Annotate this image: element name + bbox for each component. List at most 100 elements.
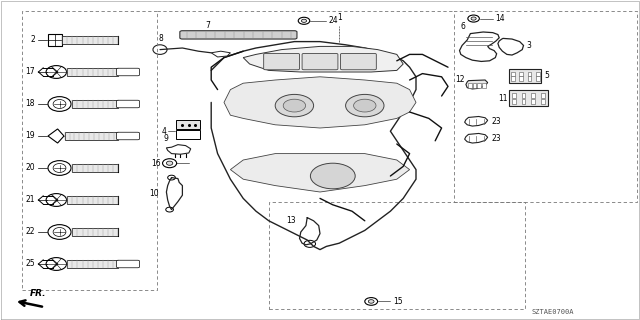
Text: 15: 15 xyxy=(394,297,403,306)
Ellipse shape xyxy=(166,161,173,165)
Ellipse shape xyxy=(46,258,67,270)
Polygon shape xyxy=(243,46,403,72)
Polygon shape xyxy=(465,133,488,143)
Ellipse shape xyxy=(298,17,310,24)
FancyBboxPatch shape xyxy=(468,83,472,88)
Ellipse shape xyxy=(48,97,71,111)
FancyBboxPatch shape xyxy=(72,100,118,108)
Ellipse shape xyxy=(471,17,476,20)
Text: FR.: FR. xyxy=(30,289,47,298)
Polygon shape xyxy=(465,116,488,126)
Text: 8: 8 xyxy=(159,34,164,43)
Polygon shape xyxy=(211,51,230,57)
FancyBboxPatch shape xyxy=(65,132,118,140)
Ellipse shape xyxy=(468,15,479,22)
Text: 18: 18 xyxy=(26,100,35,108)
FancyBboxPatch shape xyxy=(541,99,545,104)
FancyBboxPatch shape xyxy=(536,72,540,76)
Ellipse shape xyxy=(53,228,66,236)
FancyBboxPatch shape xyxy=(511,76,515,81)
FancyBboxPatch shape xyxy=(116,260,140,268)
Ellipse shape xyxy=(310,163,355,189)
FancyBboxPatch shape xyxy=(509,90,548,106)
Text: 7: 7 xyxy=(205,21,211,30)
FancyBboxPatch shape xyxy=(520,72,524,76)
Text: 23: 23 xyxy=(492,117,501,126)
Ellipse shape xyxy=(53,100,66,108)
Ellipse shape xyxy=(284,99,306,112)
Polygon shape xyxy=(230,154,410,192)
Ellipse shape xyxy=(304,240,316,247)
Text: 3: 3 xyxy=(526,41,531,50)
FancyBboxPatch shape xyxy=(176,120,200,129)
Text: 17: 17 xyxy=(26,68,35,76)
Text: 19: 19 xyxy=(26,132,35,140)
FancyBboxPatch shape xyxy=(522,93,525,98)
FancyBboxPatch shape xyxy=(72,164,118,172)
Polygon shape xyxy=(466,80,488,89)
Text: 25: 25 xyxy=(26,260,35,268)
Text: 13: 13 xyxy=(286,216,296,225)
FancyBboxPatch shape xyxy=(511,72,515,76)
Text: 12: 12 xyxy=(455,75,465,84)
Ellipse shape xyxy=(48,161,71,175)
FancyBboxPatch shape xyxy=(477,83,481,88)
Text: SZTAE0700A: SZTAE0700A xyxy=(531,309,573,315)
FancyBboxPatch shape xyxy=(72,228,118,236)
Polygon shape xyxy=(498,38,524,55)
FancyBboxPatch shape xyxy=(67,196,118,204)
FancyBboxPatch shape xyxy=(482,83,486,88)
Ellipse shape xyxy=(346,94,384,117)
Ellipse shape xyxy=(166,207,173,212)
FancyBboxPatch shape xyxy=(116,132,140,140)
Text: 10: 10 xyxy=(149,189,159,198)
FancyBboxPatch shape xyxy=(302,53,338,70)
Text: 1: 1 xyxy=(337,13,342,22)
Polygon shape xyxy=(48,129,64,143)
FancyBboxPatch shape xyxy=(116,68,140,76)
Ellipse shape xyxy=(46,194,67,206)
FancyBboxPatch shape xyxy=(520,76,524,81)
FancyBboxPatch shape xyxy=(67,68,118,76)
FancyBboxPatch shape xyxy=(527,72,531,76)
FancyBboxPatch shape xyxy=(541,93,545,98)
FancyBboxPatch shape xyxy=(67,260,118,268)
FancyBboxPatch shape xyxy=(176,130,200,139)
Ellipse shape xyxy=(53,164,66,172)
Ellipse shape xyxy=(168,175,175,180)
Polygon shape xyxy=(460,32,499,61)
FancyBboxPatch shape xyxy=(472,83,476,88)
Ellipse shape xyxy=(46,66,67,78)
FancyBboxPatch shape xyxy=(509,69,541,83)
Text: 6: 6 xyxy=(461,22,466,31)
Ellipse shape xyxy=(48,225,71,239)
FancyBboxPatch shape xyxy=(531,93,535,98)
FancyBboxPatch shape xyxy=(527,76,531,81)
Text: 22: 22 xyxy=(26,228,35,236)
Text: 5: 5 xyxy=(544,71,549,80)
FancyBboxPatch shape xyxy=(48,34,62,46)
Text: 11: 11 xyxy=(498,94,508,103)
FancyBboxPatch shape xyxy=(264,53,300,70)
Text: 21: 21 xyxy=(26,196,35,204)
FancyBboxPatch shape xyxy=(512,93,516,98)
FancyBboxPatch shape xyxy=(522,99,525,104)
Ellipse shape xyxy=(369,300,374,303)
Text: 24: 24 xyxy=(328,16,338,25)
Polygon shape xyxy=(224,77,416,128)
FancyBboxPatch shape xyxy=(531,99,535,104)
Ellipse shape xyxy=(275,94,314,117)
Ellipse shape xyxy=(153,45,167,54)
Text: 9: 9 xyxy=(164,134,169,143)
Ellipse shape xyxy=(365,298,378,305)
FancyBboxPatch shape xyxy=(340,53,376,70)
Text: 4: 4 xyxy=(161,127,166,136)
Text: 23: 23 xyxy=(492,134,501,143)
FancyBboxPatch shape xyxy=(512,99,516,104)
Text: 2: 2 xyxy=(31,36,35,44)
Ellipse shape xyxy=(301,19,307,22)
Text: 14: 14 xyxy=(495,14,504,23)
FancyBboxPatch shape xyxy=(536,76,540,81)
FancyBboxPatch shape xyxy=(116,100,140,108)
Text: 20: 20 xyxy=(26,164,35,172)
